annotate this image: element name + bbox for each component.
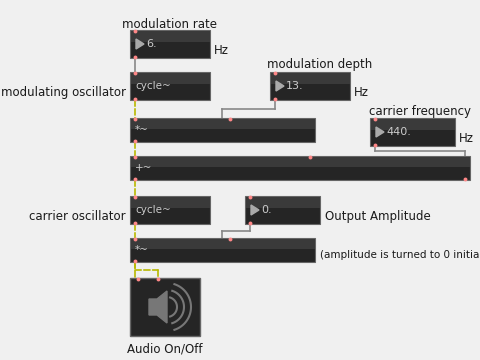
Bar bbox=[131, 238, 314, 248]
Bar bbox=[245, 196, 320, 224]
Polygon shape bbox=[251, 205, 259, 215]
Bar bbox=[371, 118, 455, 130]
Bar bbox=[130, 30, 210, 58]
Text: *~: *~ bbox=[135, 125, 149, 135]
Text: cycle~: cycle~ bbox=[135, 81, 171, 91]
Text: cycle~: cycle~ bbox=[135, 205, 171, 215]
Polygon shape bbox=[276, 81, 284, 91]
Text: 13.: 13. bbox=[286, 81, 304, 91]
Text: modulation depth: modulation depth bbox=[267, 58, 372, 71]
Bar bbox=[245, 197, 320, 208]
Bar bbox=[370, 118, 455, 146]
Bar bbox=[130, 156, 470, 180]
Text: Output Amplitude: Output Amplitude bbox=[325, 210, 431, 223]
Bar bbox=[131, 72, 209, 84]
Text: 6.: 6. bbox=[146, 39, 156, 49]
Text: modulating oscillator: modulating oscillator bbox=[1, 86, 126, 99]
Bar bbox=[130, 118, 315, 142]
Text: modulation rate: modulation rate bbox=[122, 18, 217, 31]
Text: 440.: 440. bbox=[386, 127, 411, 137]
Text: Hz: Hz bbox=[459, 132, 474, 145]
Bar bbox=[131, 157, 469, 167]
Bar bbox=[131, 118, 314, 129]
Bar bbox=[131, 197, 209, 208]
Text: 0.: 0. bbox=[261, 205, 272, 215]
Bar bbox=[271, 72, 349, 84]
Bar bbox=[130, 238, 315, 262]
Bar bbox=[130, 72, 210, 100]
Text: (amplitude is turned to 0 initially): (amplitude is turned to 0 initially) bbox=[320, 250, 480, 260]
Text: carrier frequency: carrier frequency bbox=[369, 105, 471, 118]
Polygon shape bbox=[376, 127, 384, 137]
Bar bbox=[130, 278, 200, 336]
Polygon shape bbox=[136, 39, 144, 49]
Text: Hz: Hz bbox=[214, 44, 229, 57]
Text: Audio On/Off: Audio On/Off bbox=[127, 343, 203, 356]
Bar bbox=[131, 31, 209, 42]
Text: Hz: Hz bbox=[354, 86, 369, 99]
Polygon shape bbox=[149, 291, 167, 323]
Bar bbox=[130, 196, 210, 224]
Text: *~: *~ bbox=[135, 245, 149, 255]
Bar bbox=[270, 72, 350, 100]
Text: +~: +~ bbox=[135, 163, 152, 173]
Text: carrier oscillator: carrier oscillator bbox=[29, 210, 126, 223]
